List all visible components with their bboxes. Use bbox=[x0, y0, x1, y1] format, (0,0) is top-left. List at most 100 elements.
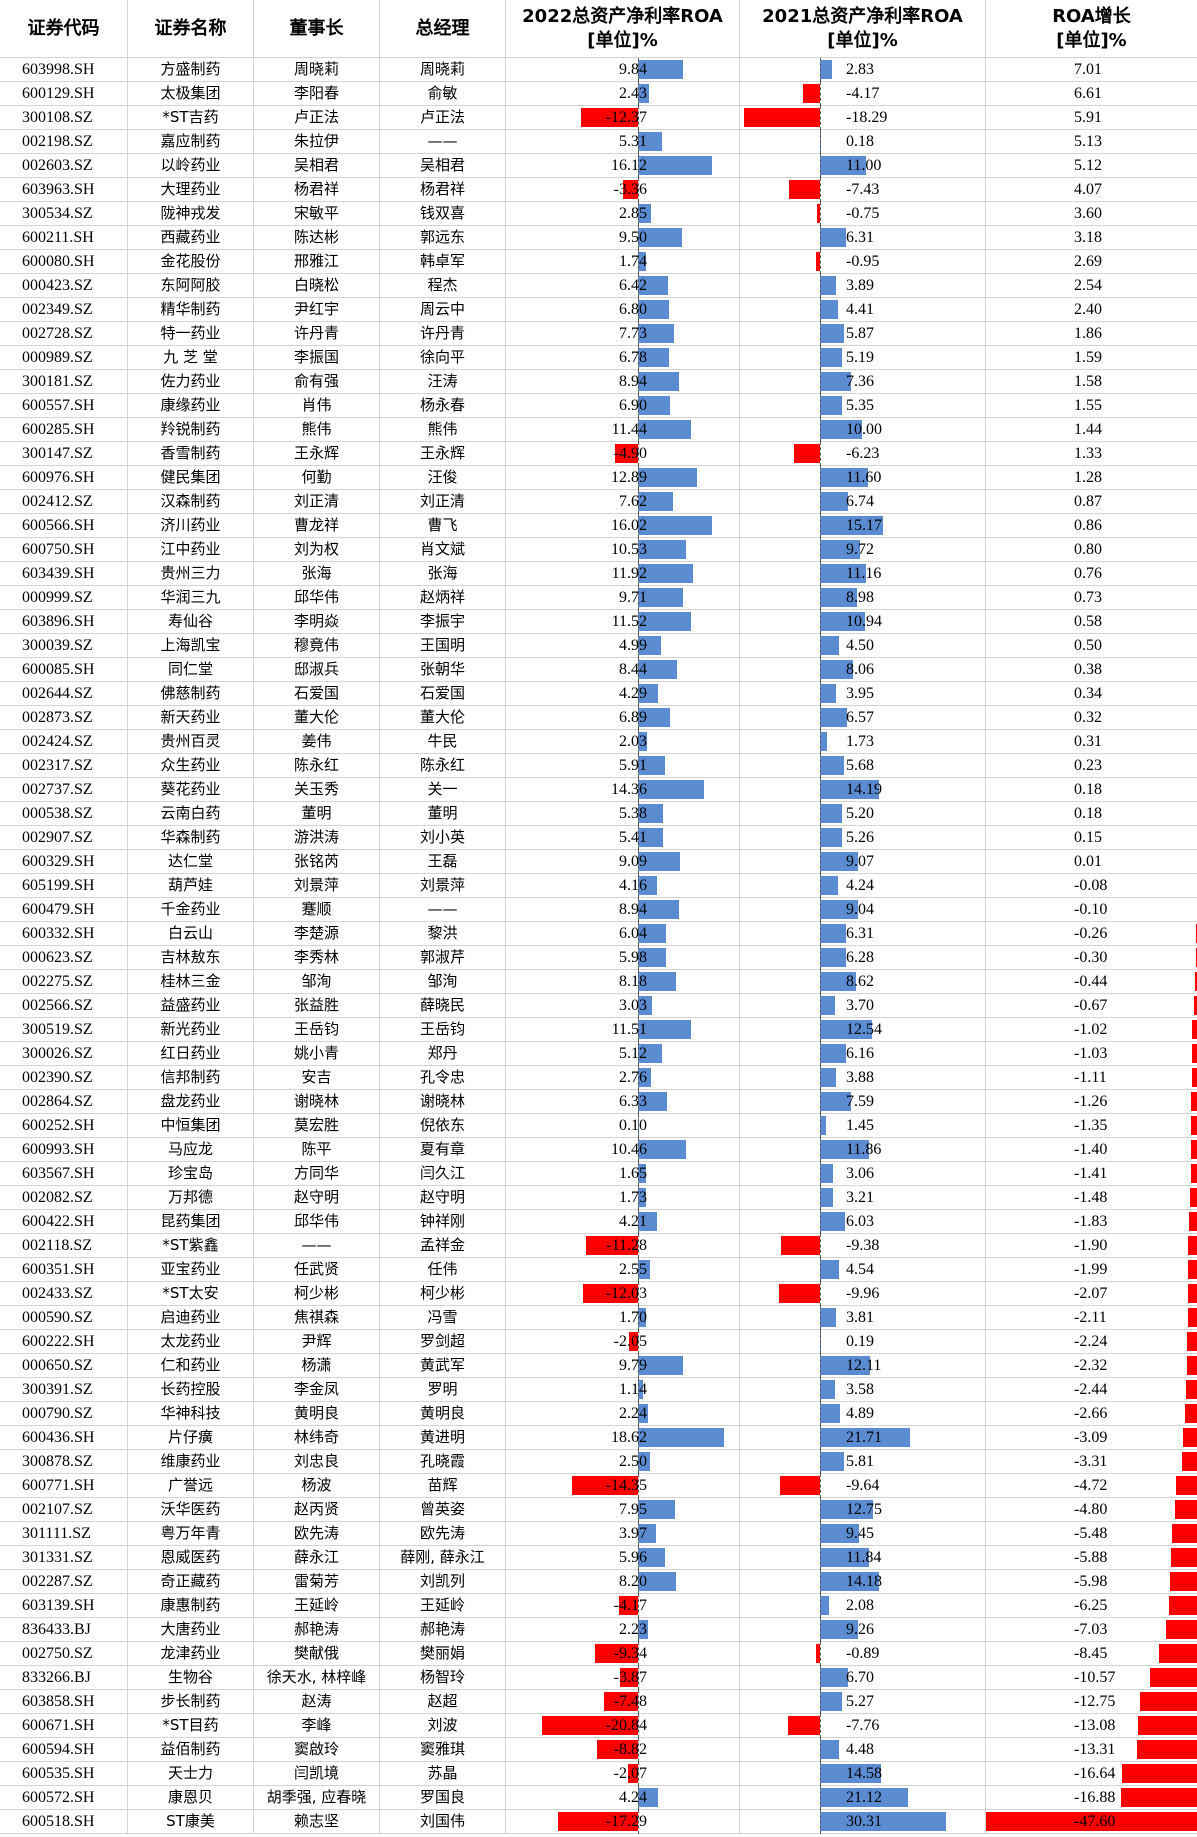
table-row[interactable]: 603139.SH 康惠制药 王延岭 王延岭 -4.17 2.08 -6.25 bbox=[0, 1594, 1197, 1618]
general-manager-cell[interactable]: 钟祥刚 bbox=[380, 1210, 506, 1234]
roa-growth-cell[interactable]: 5.12 bbox=[986, 154, 1197, 178]
table-row[interactable]: 002864.SZ 盘龙药业 谢晓林 谢晓林 6.33 7.59 -1.26 bbox=[0, 1090, 1197, 1114]
security-code-cell[interactable]: 833266.BJ bbox=[0, 1666, 128, 1690]
general-manager-cell[interactable]: 曹飞 bbox=[380, 514, 506, 538]
roa-2021-cell[interactable]: 3.21 bbox=[740, 1186, 986, 1210]
security-code-cell[interactable]: 600080.SH bbox=[0, 250, 128, 274]
chairman-cell[interactable]: 刘为权 bbox=[254, 538, 380, 562]
security-name-cell[interactable]: 沃华医药 bbox=[128, 1498, 254, 1522]
security-code-cell[interactable]: 002317.SZ bbox=[0, 754, 128, 778]
chairman-cell[interactable]: 吴相君 bbox=[254, 154, 380, 178]
roa-growth-cell[interactable]: -3.31 bbox=[986, 1450, 1197, 1474]
security-code-cell[interactable]: 000999.SZ bbox=[0, 586, 128, 610]
security-code-cell[interactable]: 600993.SH bbox=[0, 1138, 128, 1162]
roa-growth-cell[interactable]: -2.11 bbox=[986, 1306, 1197, 1330]
security-name-cell[interactable]: 马应龙 bbox=[128, 1138, 254, 1162]
roa-growth-cell[interactable]: -2.32 bbox=[986, 1354, 1197, 1378]
chairman-cell[interactable]: 董明 bbox=[254, 802, 380, 826]
security-name-cell[interactable]: 江中药业 bbox=[128, 538, 254, 562]
general-manager-cell[interactable]: 熊伟 bbox=[380, 418, 506, 442]
security-code-cell[interactable]: 603567.SH bbox=[0, 1162, 128, 1186]
chairman-cell[interactable]: 雷菊芳 bbox=[254, 1570, 380, 1594]
chairman-cell[interactable]: 肖伟 bbox=[254, 394, 380, 418]
chairman-cell[interactable]: 李明焱 bbox=[254, 610, 380, 634]
chairman-cell[interactable]: 黄明良 bbox=[254, 1402, 380, 1426]
roa-growth-cell[interactable]: 1.44 bbox=[986, 418, 1197, 442]
chairman-cell[interactable]: 穆竟伟 bbox=[254, 634, 380, 658]
general-manager-cell[interactable]: 刘波 bbox=[380, 1714, 506, 1738]
general-manager-cell[interactable]: —— bbox=[380, 898, 506, 922]
security-code-cell[interactable]: 002349.SZ bbox=[0, 298, 128, 322]
roa-2021-cell[interactable]: 5.81 bbox=[740, 1450, 986, 1474]
table-row[interactable]: 000623.SZ 吉林敖东 李秀林 郭淑芹 5.98 6.28 -0.30 bbox=[0, 946, 1197, 970]
security-name-cell[interactable]: 陇神戎发 bbox=[128, 202, 254, 226]
general-manager-cell[interactable]: 王国明 bbox=[380, 634, 506, 658]
chairman-cell[interactable]: 薛永江 bbox=[254, 1546, 380, 1570]
roa-growth-cell[interactable]: 0.31 bbox=[986, 730, 1197, 754]
table-row[interactable]: 002737.SZ 葵花药业 关玉秀 关一 14.36 14.19 0.18 bbox=[0, 778, 1197, 802]
chairman-cell[interactable]: 王岳钧 bbox=[254, 1018, 380, 1042]
chairman-cell[interactable]: 赵涛 bbox=[254, 1690, 380, 1714]
chairman-cell[interactable]: 杨潇 bbox=[254, 1354, 380, 1378]
general-manager-cell[interactable]: 张朝华 bbox=[380, 658, 506, 682]
roa-2022-cell[interactable]: 3.97 bbox=[506, 1522, 740, 1546]
security-name-cell[interactable]: 贵州三力 bbox=[128, 562, 254, 586]
roa-2021-cell[interactable]: 4.50 bbox=[740, 634, 986, 658]
roa-2021-cell[interactable]: 15.17 bbox=[740, 514, 986, 538]
roa-growth-cell[interactable]: 0.23 bbox=[986, 754, 1197, 778]
general-manager-cell[interactable]: 陈永红 bbox=[380, 754, 506, 778]
general-manager-cell[interactable]: 任伟 bbox=[380, 1258, 506, 1282]
general-manager-cell[interactable]: 刘国伟 bbox=[380, 1810, 506, 1834]
table-row[interactable]: 002349.SZ 精华制药 尹红宇 周云中 6.80 4.41 2.40 bbox=[0, 298, 1197, 322]
chairman-cell[interactable]: 李楚源 bbox=[254, 922, 380, 946]
roa-2022-cell[interactable]: -3.87 bbox=[506, 1666, 740, 1690]
security-name-cell[interactable]: 万邦德 bbox=[128, 1186, 254, 1210]
roa-growth-cell[interactable]: -1.83 bbox=[986, 1210, 1197, 1234]
roa-growth-cell[interactable]: -1.02 bbox=[986, 1018, 1197, 1042]
roa-2021-cell[interactable]: -0.89 bbox=[740, 1642, 986, 1666]
chairman-cell[interactable]: 赵守明 bbox=[254, 1186, 380, 1210]
security-name-cell[interactable]: 新天药业 bbox=[128, 706, 254, 730]
table-row[interactable]: 603896.SH 寿仙谷 李明焱 李振宇 11.52 10.94 0.58 bbox=[0, 610, 1197, 634]
security-code-cell[interactable]: 300391.SZ bbox=[0, 1378, 128, 1402]
roa-growth-cell[interactable]: 3.60 bbox=[986, 202, 1197, 226]
general-manager-cell[interactable]: 石爱国 bbox=[380, 682, 506, 706]
general-manager-cell[interactable]: 王岳钧 bbox=[380, 1018, 506, 1042]
chairman-cell[interactable]: 杨君祥 bbox=[254, 178, 380, 202]
roa-2021-cell[interactable]: 5.35 bbox=[740, 394, 986, 418]
roa-growth-cell[interactable]: -1.48 bbox=[986, 1186, 1197, 1210]
security-code-cell[interactable]: 002390.SZ bbox=[0, 1066, 128, 1090]
roa-2022-cell[interactable]: 8.94 bbox=[506, 370, 740, 394]
roa-growth-cell[interactable]: -1.41 bbox=[986, 1162, 1197, 1186]
roa-2021-cell[interactable]: 5.20 bbox=[740, 802, 986, 826]
chairman-cell[interactable]: 卢正法 bbox=[254, 106, 380, 130]
table-row[interactable]: 000538.SZ 云南白药 董明 董明 5.38 5.20 0.18 bbox=[0, 802, 1197, 826]
security-code-cell[interactable]: 300026.SZ bbox=[0, 1042, 128, 1066]
table-row[interactable]: 603439.SH 贵州三力 张海 张海 11.92 11.16 0.76 bbox=[0, 562, 1197, 586]
security-name-cell[interactable]: 长药控股 bbox=[128, 1378, 254, 1402]
roa-2022-cell[interactable]: 6.42 bbox=[506, 274, 740, 298]
general-manager-cell[interactable]: 赵守明 bbox=[380, 1186, 506, 1210]
chairman-cell[interactable]: 邹洵 bbox=[254, 970, 380, 994]
roa-2022-cell[interactable]: 6.80 bbox=[506, 298, 740, 322]
roa-2021-cell[interactable]: 11.60 bbox=[740, 466, 986, 490]
general-manager-cell[interactable]: 孔晓霞 bbox=[380, 1450, 506, 1474]
chairman-cell[interactable]: 郝艳涛 bbox=[254, 1618, 380, 1642]
roa-2021-cell[interactable]: -9.64 bbox=[740, 1474, 986, 1498]
table-row[interactable]: 603963.SH 大理药业 杨君祥 杨君祥 -3.36 -7.43 4.07 bbox=[0, 178, 1197, 202]
roa-2022-cell[interactable]: 6.33 bbox=[506, 1090, 740, 1114]
chairman-cell[interactable]: 闫凯境 bbox=[254, 1762, 380, 1786]
security-code-cell[interactable]: 300039.SZ bbox=[0, 634, 128, 658]
roa-2021-cell[interactable]: 1.73 bbox=[740, 730, 986, 754]
chairman-cell[interactable]: 李振国 bbox=[254, 346, 380, 370]
roa-2021-cell[interactable]: 6.31 bbox=[740, 922, 986, 946]
security-code-cell[interactable]: 600211.SH bbox=[0, 226, 128, 250]
roa-2021-cell[interactable]: 8.98 bbox=[740, 586, 986, 610]
security-code-cell[interactable]: 600771.SH bbox=[0, 1474, 128, 1498]
roa-growth-cell[interactable]: -2.66 bbox=[986, 1402, 1197, 1426]
roa-2022-cell[interactable]: 7.62 bbox=[506, 490, 740, 514]
roa-2021-cell[interactable]: 2.83 bbox=[740, 58, 986, 82]
security-name-cell[interactable]: ST康美 bbox=[128, 1810, 254, 1834]
roa-2022-cell[interactable]: 1.73 bbox=[506, 1186, 740, 1210]
security-code-cell[interactable]: 000538.SZ bbox=[0, 802, 128, 826]
